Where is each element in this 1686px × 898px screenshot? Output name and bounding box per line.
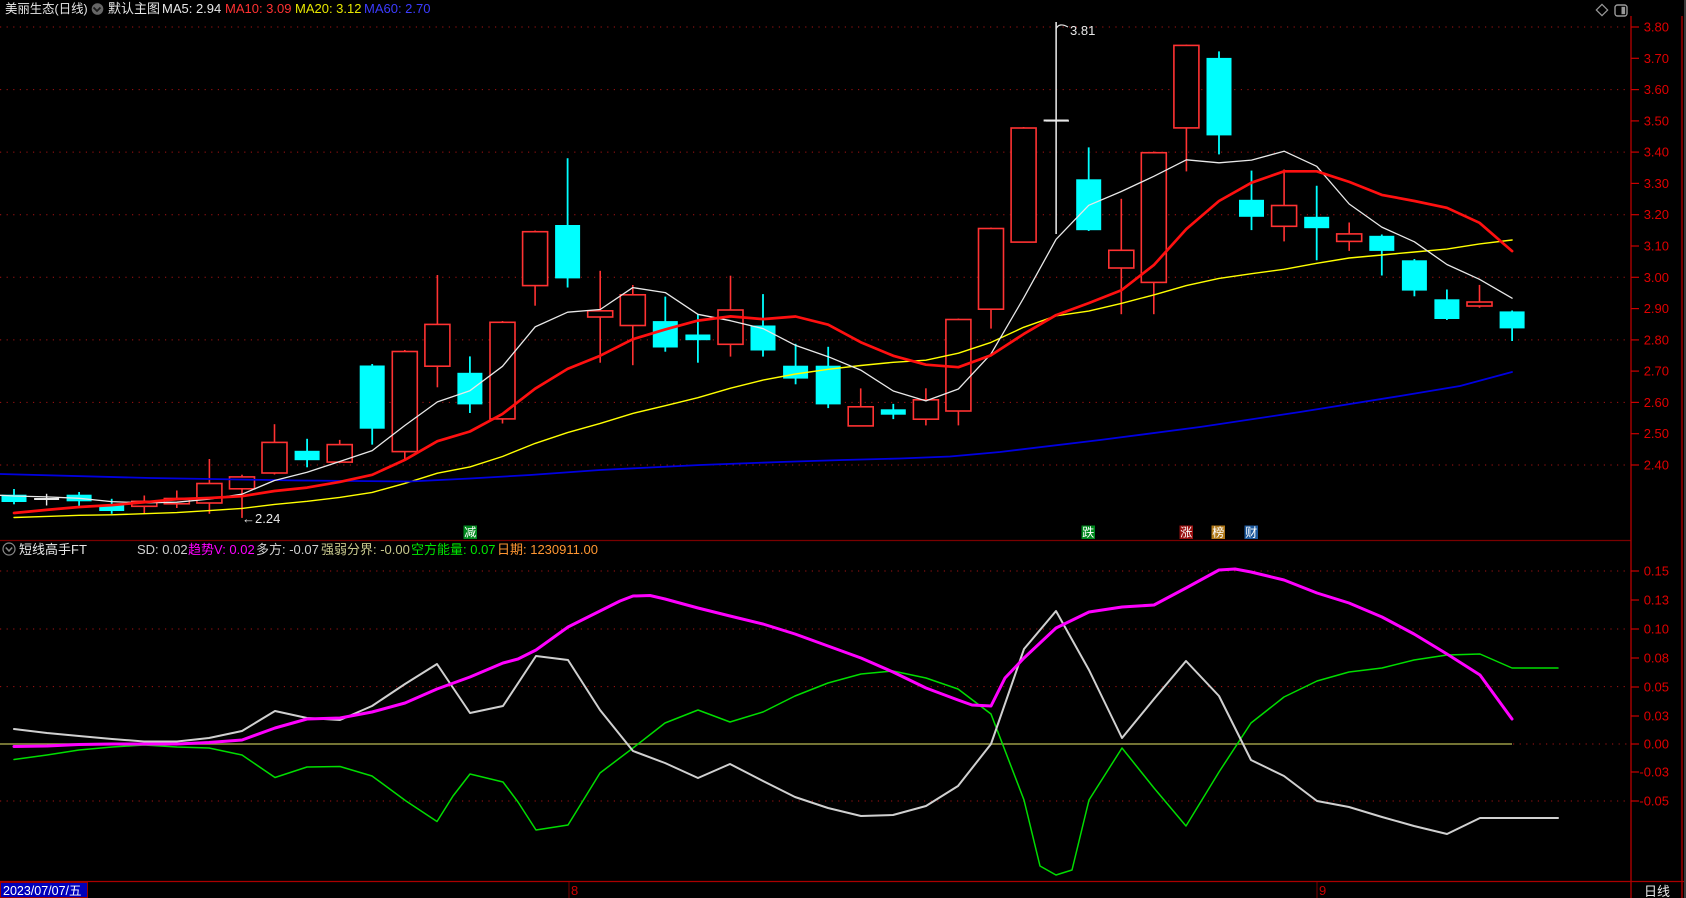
svg-text:美丽生态(日线): 美丽生态(日线)	[5, 2, 88, 16]
svg-text:3.30: 3.30	[1644, 176, 1669, 191]
svg-text:MA5: 2.94: MA5: 2.94	[162, 1, 221, 16]
svg-text:3.70: 3.70	[1644, 51, 1669, 66]
svg-text:2.70: 2.70	[1644, 364, 1669, 379]
svg-text:0.10: 0.10	[1644, 622, 1669, 637]
svg-text:3.81: 3.81	[1070, 23, 1095, 38]
svg-text:0.15: 0.15	[1644, 564, 1669, 579]
svg-text:3.00: 3.00	[1644, 270, 1669, 285]
svg-text:2.50: 2.50	[1644, 426, 1669, 441]
svg-text:0.08: 0.08	[1644, 651, 1669, 666]
svg-text:默认主图: 默认主图	[108, 1, 160, 16]
svg-text:-0.05: -0.05	[1639, 794, 1669, 809]
svg-text:3.20: 3.20	[1644, 207, 1669, 222]
svg-text:趋势V: 0.02: 趋势V: 0.02	[188, 542, 255, 557]
svg-text:2.60: 2.60	[1644, 395, 1669, 410]
svg-text:MA10: 3.09: MA10: 3.09	[225, 1, 292, 16]
svg-text:3.50: 3.50	[1644, 113, 1669, 128]
svg-text:减: 减	[464, 526, 476, 540]
svg-text:0.00: 0.00	[1644, 737, 1669, 752]
svg-text:2.80: 2.80	[1644, 332, 1669, 347]
svg-text:-0.03: -0.03	[1639, 765, 1669, 780]
svg-text:2.90: 2.90	[1644, 301, 1669, 316]
svg-text:9: 9	[1319, 883, 1326, 898]
svg-text:0.03: 0.03	[1644, 709, 1669, 724]
svg-text:MA60: 2.70: MA60: 2.70	[364, 1, 431, 16]
svg-text:0.05: 0.05	[1644, 680, 1669, 695]
svg-text:0.13: 0.13	[1644, 593, 1669, 608]
svg-text:3.40: 3.40	[1644, 145, 1669, 160]
svg-text:涨: 涨	[1180, 525, 1192, 540]
svg-text:2.40: 2.40	[1644, 458, 1669, 473]
svg-text:3.60: 3.60	[1644, 82, 1669, 97]
svg-text:8: 8	[571, 883, 578, 898]
svg-text:日期: 1230911.00: 日期: 1230911.00	[497, 542, 598, 557]
svg-text:SD: 0.02: SD: 0.02	[137, 542, 188, 557]
svg-text:日线: 日线	[1644, 884, 1670, 898]
svg-text:空方能量: 0.07: 空方能量: 0.07	[411, 542, 496, 557]
svg-text:榜: 榜	[1212, 525, 1224, 540]
svg-text:短线高手FT: 短线高手FT	[19, 542, 87, 557]
svg-text:3.80: 3.80	[1644, 20, 1669, 35]
svg-text:强弱分界: -0.00: 强弱分界: -0.00	[321, 542, 410, 557]
svg-text:跌: 跌	[1082, 525, 1094, 540]
svg-text:2023/07/07/五: 2023/07/07/五	[3, 884, 82, 898]
svg-text:MA20: 3.12: MA20: 3.12	[295, 1, 362, 16]
svg-text:财: 财	[1245, 526, 1257, 540]
svg-text:←2.24: ←2.24	[242, 511, 280, 526]
svg-text:3.10: 3.10	[1644, 239, 1669, 254]
svg-text:多方: -0.07: 多方: -0.07	[256, 542, 319, 557]
